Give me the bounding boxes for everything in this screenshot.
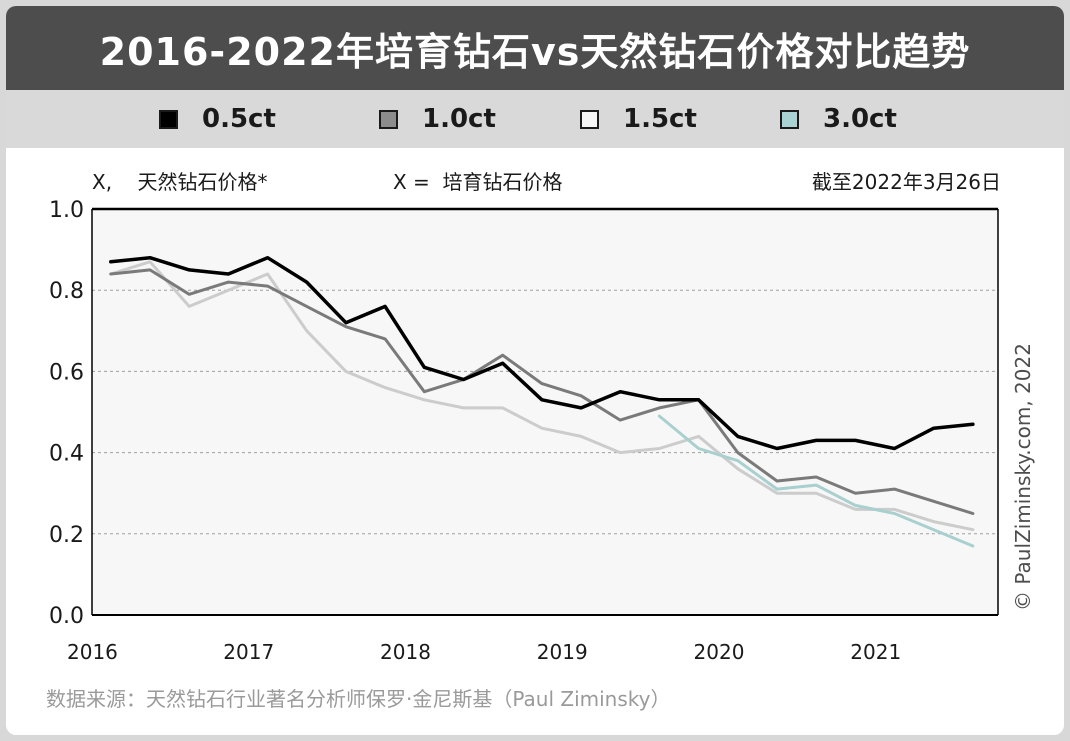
y-tick-label: 1.0 xyxy=(49,198,84,223)
legend-swatch-3.0ct xyxy=(780,109,799,129)
series-lines xyxy=(109,255,975,548)
legend-label-1.0ct: 1.0ct xyxy=(422,104,496,134)
legend-swatch-1.0ct xyxy=(379,109,398,129)
series-line-1.5ct xyxy=(109,260,975,532)
legend-label-1.5ct: 1.5ct xyxy=(623,104,697,134)
legend-swatch-1.5ct xyxy=(580,109,599,129)
source-note: 数据来源：天然钻石行业著名分析师保罗·金尼斯基（Paul Ziminsky） xyxy=(46,687,671,711)
series-line-1.0ct xyxy=(109,268,975,515)
legend-item-1.0ct: 1.0ct xyxy=(379,90,496,148)
copyright-note: © PaulZiminsky.com, 2022 xyxy=(1011,343,1035,611)
x-tick-label: 2021 xyxy=(850,640,901,664)
y-tick-label: 0.4 xyxy=(49,442,84,467)
legend-swatch-0.5ct xyxy=(159,109,178,129)
line-chart: 0.0 0.2 0.4 0.6 0.8 1.0 2016 2017 2018 2019 2020 20… xyxy=(49,170,1001,664)
series-line-0.5ct xyxy=(109,255,975,451)
tick-labels: 0.0 0.2 0.4 0.6 0.8 1.0 2016 2017 2018 2019 2020 20… xyxy=(49,198,901,664)
legend-item-0.5ct: 0.5ct xyxy=(159,90,276,148)
legend-label-3.0ct: 3.0ct xyxy=(823,104,897,134)
chart-card: 2016-2022年培育钻石vs天然钻石价格对比趋势 0.5ct 1.0ct 1… xyxy=(6,6,1064,735)
grid-lines xyxy=(92,289,998,535)
x-tick-label: 2019 xyxy=(537,640,588,664)
series-line-3.0ct xyxy=(657,414,975,548)
annotation-natural: X, 天然钻石价格* xyxy=(92,170,268,194)
x-tick-label: 2018 xyxy=(380,640,431,664)
legend: 0.5ct 1.0ct 1.5ct 3.0ct xyxy=(6,90,1064,148)
y-tick-label: 0.0 xyxy=(49,604,84,629)
y-tick-label: 0.6 xyxy=(49,360,84,385)
annotation-lab-grown: X = 培育钻石价格 xyxy=(393,170,563,194)
date-note: 截至2022年3月26日 xyxy=(812,170,1001,194)
legend-label-0.5ct: 0.5ct xyxy=(202,104,276,134)
y-tick-label: 0.8 xyxy=(49,279,84,304)
x-tick-label: 2017 xyxy=(223,640,274,664)
x-tick-label: 2020 xyxy=(694,640,745,664)
legend-item-3.0ct: 3.0ct xyxy=(780,90,897,148)
x-tick-label: 2016 xyxy=(67,640,118,664)
plot-area xyxy=(92,209,998,615)
y-tick-label: 0.2 xyxy=(49,523,84,548)
chart-title: 2016-2022年培育钻石vs天然钻石价格对比趋势 xyxy=(6,6,1064,90)
legend-item-1.5ct: 1.5ct xyxy=(580,90,697,148)
